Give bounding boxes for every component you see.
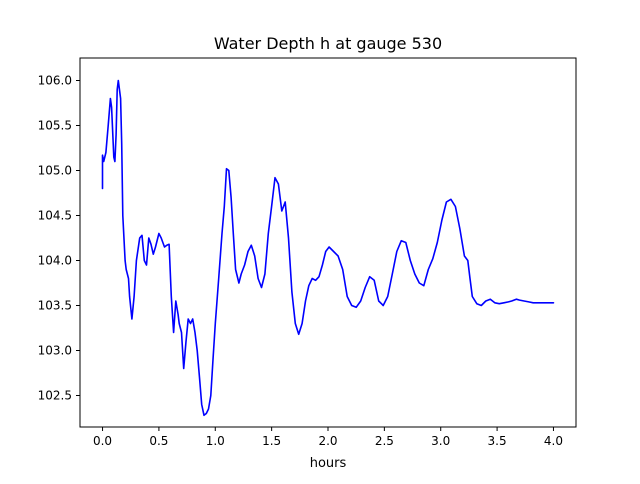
x-tick-label: 2.5	[375, 434, 394, 448]
y-tick-label: 105.5	[38, 119, 72, 133]
x-tick-label: 1.5	[262, 434, 281, 448]
y-tick-label: 106.0	[38, 74, 72, 88]
y-tick-label: 105.0	[38, 164, 72, 178]
x-tick-label: 3.5	[488, 434, 507, 448]
plot-frame	[79, 57, 577, 428]
series-line	[101, 79, 555, 417]
x-tick-label: 4.0	[544, 434, 563, 448]
y-tick-label: 104.5	[38, 209, 72, 223]
plot-area	[80, 58, 576, 427]
x-tick-label: 3.0	[431, 434, 450, 448]
y-tick-label: 103.0	[38, 344, 72, 358]
x-axis: 0.0 0.5 1.0 1.5 2.0 2.5 3.0 3.5 4.0	[93, 427, 563, 448]
y-tick-label: 103.5	[38, 299, 72, 313]
y-tick-label: 104.0	[38, 254, 72, 268]
x-tick-label: 0.0	[93, 434, 112, 448]
x-axis-label: hours	[310, 456, 347, 471]
x-tick-label: 1.0	[206, 434, 225, 448]
y-tick-label: 102.5	[38, 389, 72, 403]
x-tick-label: 0.5	[149, 434, 168, 448]
x-tick-label: 2.0	[318, 434, 337, 448]
y-axis: 102.5 103.0 103.5 104.0 104.5 105.0 105.5 106.0	[38, 74, 80, 403]
chart-title: Water Depth h at gauge 530	[214, 34, 442, 53]
